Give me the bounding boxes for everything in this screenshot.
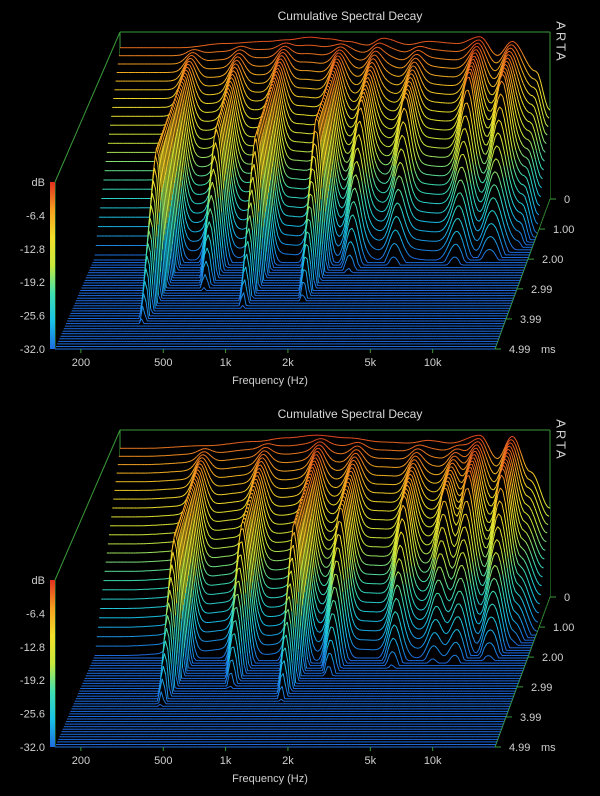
chart-title: Cumulative Spectral Decay xyxy=(278,407,423,421)
csd-plot-svg: Cumulative Spectral Decay ARTA dB -6.4 -12.8… xyxy=(20,9,575,387)
csd-chart-top: Cumulative Spectral Decay ARTA dB -6.4 -12.8… xyxy=(20,9,575,387)
decay-series xyxy=(55,434,551,748)
x-tick-label: 2k xyxy=(282,357,294,369)
brand-label: ARTA xyxy=(554,21,569,62)
y-tick-label: -12.8 xyxy=(20,642,45,654)
x-tick-label: 1k xyxy=(220,755,232,767)
colorbar xyxy=(50,580,55,747)
csd-plot-svg: Cumulative Spectral Decay ARTA dB -6.4 -12.8… xyxy=(20,407,575,785)
decay-slice xyxy=(78,180,515,297)
z-tick-label: 2.00 xyxy=(542,652,563,664)
y-tick-label: -32.0 xyxy=(20,344,45,356)
decay-slice xyxy=(80,155,517,291)
x-tick-label: 2k xyxy=(282,755,294,767)
x-tick-label: 500 xyxy=(154,755,172,767)
y-tick-label: -19.2 xyxy=(20,675,45,687)
y-tick-label: -25.6 xyxy=(20,311,45,323)
y-tick-label: -12.8 xyxy=(20,244,45,256)
x-tick-label: 500 xyxy=(154,357,172,369)
decay-slice xyxy=(75,205,513,302)
z-tick-label: 4.99 xyxy=(509,344,530,356)
z-tick-label: 3.99 xyxy=(520,712,541,724)
x-tick-label: 200 xyxy=(72,357,90,369)
x-tick-label: 200 xyxy=(72,755,90,767)
decay-slice xyxy=(68,293,507,319)
z-tick-label: 2.99 xyxy=(531,682,552,694)
x-tick-label: 5k xyxy=(364,357,376,369)
decay-slice xyxy=(66,318,505,325)
decay-slice xyxy=(73,691,511,705)
y-unit-label: dB xyxy=(32,177,45,189)
decay-slice xyxy=(74,678,512,702)
chart-title: Cumulative Spectral Decay xyxy=(278,9,423,23)
x-axis-label: Frequency (Hz) xyxy=(232,773,308,785)
x-axis-label: Frequency (Hz) xyxy=(232,375,308,387)
z-tick-label: 3.99 xyxy=(520,314,541,326)
colorbar xyxy=(50,182,55,349)
brand-text: ARTA xyxy=(554,21,569,62)
decay-slice xyxy=(73,230,511,307)
z-tick-label: 2.00 xyxy=(542,254,563,266)
decay-slice xyxy=(69,280,508,317)
z-tick-label: 1.00 xyxy=(553,224,574,236)
csd-chart-bottom: Cumulative Spectral Decay ARTA dB -6.4 -12.8… xyxy=(0,398,600,796)
decay-slice xyxy=(72,703,510,707)
y-tick-label: -6.4 xyxy=(26,608,45,620)
z-unit-label: ms xyxy=(541,344,556,356)
decay-series xyxy=(55,36,551,350)
z-unit-label: ms xyxy=(541,742,556,754)
x-tick-label: 5k xyxy=(364,755,376,767)
z-tick-label: 1.00 xyxy=(553,622,574,634)
x-tick-label: 10k xyxy=(424,755,442,767)
x-tick-label: 10k xyxy=(424,357,442,369)
z-tick-label: 0 xyxy=(564,194,570,206)
z-tick-label: 0 xyxy=(564,592,570,604)
brand-text: ARTA xyxy=(554,419,569,460)
y-tick-label: -32.0 xyxy=(20,742,45,754)
y-unit-label: dB xyxy=(32,575,45,587)
z-tick-label: 4.99 xyxy=(509,742,530,754)
y-tick-label: -6.4 xyxy=(26,210,45,222)
z-tick-label: 2.99 xyxy=(531,284,552,296)
decay-slice xyxy=(67,305,506,322)
y-tick-label: -25.6 xyxy=(20,709,45,721)
brand-label: ARTA xyxy=(554,419,569,460)
x-tick-label: 1k xyxy=(220,357,232,369)
y-tick-label: -19.2 xyxy=(20,277,45,289)
